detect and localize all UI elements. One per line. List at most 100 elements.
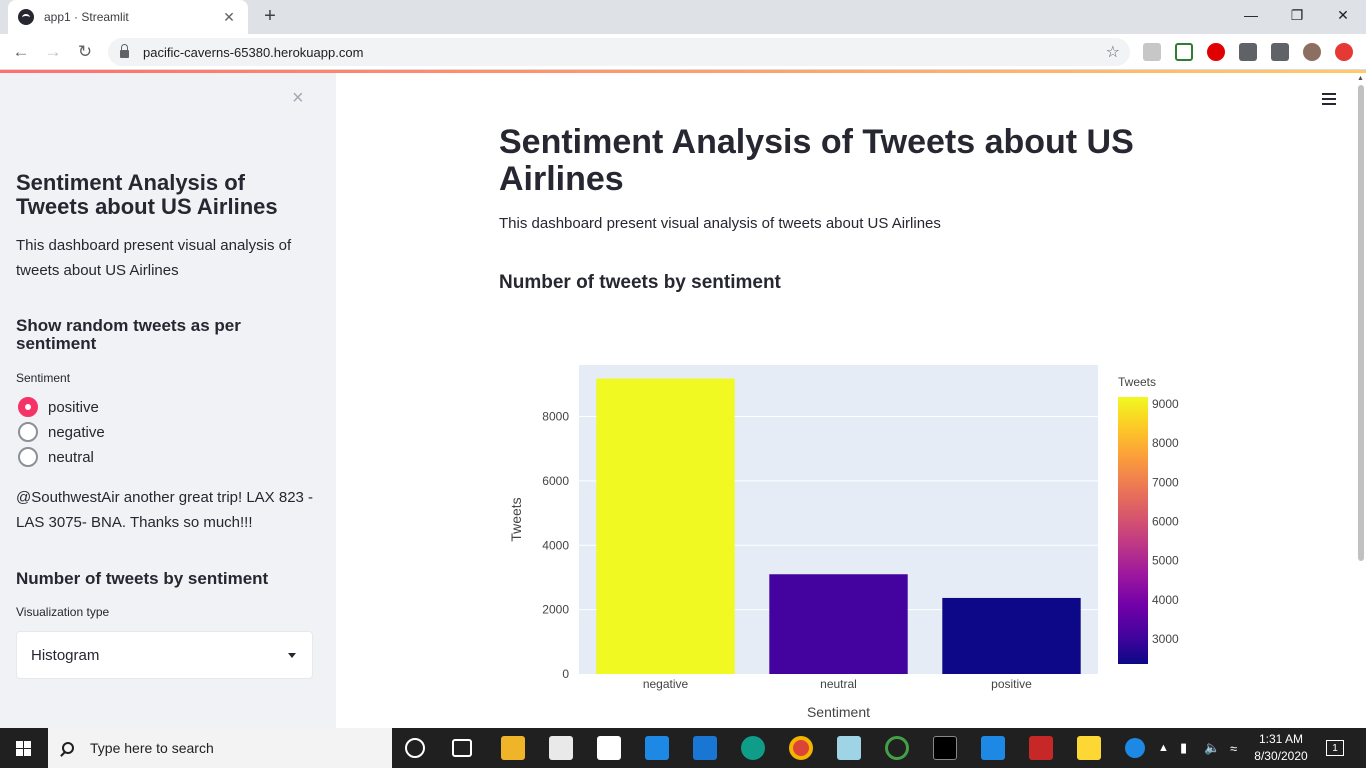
tray-chevron-up-icon[interactable]: ▲ — [1158, 742, 1169, 754]
radio-label: negative — [48, 423, 105, 441]
colorbar-tick-label: 4000 — [1152, 593, 1179, 607]
help-icon[interactable] — [1125, 738, 1145, 758]
radio-label: positive — [48, 398, 99, 416]
app-icon[interactable] — [837, 736, 861, 760]
lock-icon — [120, 44, 129, 58]
select-value: Histogram — [31, 646, 100, 664]
random-tweets-heading: Show random tweets as per sentiment — [16, 316, 241, 353]
mcafee-icon[interactable] — [1029, 736, 1053, 760]
visualization-type-label: Visualization type — [16, 605, 110, 619]
tab-close-icon[interactable]: ✕ — [223, 8, 235, 25]
forward-arrow-icon[interactable]: → — [44, 42, 62, 61]
colorbar-tick-label: 8000 — [1152, 436, 1179, 450]
x-tick-label: negative — [643, 677, 689, 691]
random-tweet-text: @SouthwestAir another great trip! LAX 82… — [16, 489, 314, 531]
sidebar-title: Sentiment Analysis of Tweets about US Ai… — [16, 170, 278, 219]
back-arrow-icon[interactable]: ← — [12, 42, 30, 61]
extension-icon[interactable] — [1207, 43, 1225, 61]
radio-label: neutral — [48, 448, 94, 466]
bookmark-star-icon[interactable]: ☆ — [1105, 44, 1120, 61]
update-icon[interactable] — [1335, 43, 1353, 61]
window-restore-button[interactable]: ❐ — [1290, 6, 1304, 23]
chrome-icon[interactable] — [789, 736, 813, 760]
colorbar-tick-label: 3000 — [1152, 632, 1179, 646]
y-axis-label: Tweets — [508, 497, 524, 541]
address-bar[interactable]: pacific-caverns-65380.herokuapp.com ☆ — [108, 38, 1130, 66]
sentiment-bar-chart[interactable]: 0 2000 4000 6000 8000 negative neutral positiv… — [499, 348, 1199, 718]
browser-tab[interactable]: app1 · Streamlit ✕ — [8, 0, 248, 34]
taskbar-clock[interactable]: 1:31 AM 8/30/2020 — [1248, 731, 1314, 765]
vscode-icon[interactable] — [981, 736, 1005, 760]
windows-taskbar: Type here to search ▲ ▮ 🔈 ≈ 1:31 AM 8/30… — [0, 728, 1366, 768]
window-close-button[interactable]: ✕ — [1337, 6, 1349, 23]
wifi-icon[interactable]: ≈ — [1230, 740, 1238, 756]
search-icon — [62, 742, 74, 754]
y-tick-label: 2000 — [542, 603, 569, 617]
colorbar-tick-label: 5000 — [1152, 554, 1179, 568]
streamlit-decoration-bar — [0, 70, 1366, 73]
visualization-type-select[interactable]: Histogram — [16, 631, 313, 679]
colorbar-tick-label: 9000 — [1152, 397, 1179, 411]
bar-negative — [596, 378, 735, 674]
chevron-down-icon — [288, 653, 296, 658]
extension-icon[interactable] — [1175, 43, 1193, 61]
edge-icon[interactable] — [741, 736, 765, 760]
terminal-icon[interactable] — [933, 736, 957, 760]
window-minimize-button[interactable]: — — [1244, 7, 1258, 23]
chart-heading: Number of tweets by sentiment — [499, 272, 781, 293]
browser-tab-bar: app1 · Streamlit ✕ + — ❐ ✕ — [0, 0, 1366, 34]
taskbar-search-box[interactable]: Type here to search — [48, 728, 392, 768]
radio-negative[interactable]: negative — [18, 422, 105, 442]
volume-icon[interactable]: 🔈 — [1204, 740, 1221, 755]
clock-date: 8/30/2020 — [1254, 749, 1308, 763]
clock-time: 1:31 AM — [1258, 732, 1304, 746]
windows-start-icon[interactable] — [16, 741, 32, 756]
scrollbar-thumb[interactable] — [1358, 85, 1364, 561]
media-queue-icon[interactable] — [1271, 43, 1289, 61]
radio-neutral[interactable]: neutral — [18, 447, 94, 467]
bar-neutral — [769, 574, 908, 674]
cortana-icon[interactable] — [405, 738, 425, 758]
colorbar-tick-label: 6000 — [1152, 515, 1179, 529]
radio-unselected-icon — [18, 447, 38, 467]
taskbar-search-placeholder: Type here to search — [90, 740, 214, 756]
bar-positive — [942, 597, 1081, 674]
profile-avatar[interactable] — [1303, 43, 1321, 61]
sticky-notes-icon[interactable] — [1077, 736, 1101, 760]
dropbox-icon[interactable] — [597, 736, 621, 760]
sentiment-label: Sentiment — [16, 371, 71, 385]
streamlit-favicon-icon — [18, 9, 34, 25]
radio-positive[interactable]: positive — [18, 397, 99, 417]
battery-icon[interactable]: ▮ — [1180, 740, 1188, 755]
app-icon[interactable] — [885, 736, 909, 760]
notification-center-icon[interactable]: 1 — [1326, 740, 1344, 756]
new-tab-button[interactable]: + — [264, 5, 276, 27]
page-description: This dashboard present visual analysis o… — [499, 215, 941, 232]
y-tick-label: 8000 — [542, 410, 569, 424]
file-explorer-icon[interactable] — [501, 736, 525, 760]
task-view-icon[interactable] — [452, 739, 472, 757]
browser-toolbar: ← → ↻ pacific-caverns-65380.herokuapp.co… — [0, 34, 1366, 70]
colorbar-tick-label: 7000 — [1152, 475, 1179, 489]
tweet-count-heading: Number of tweets by sentiment — [16, 569, 269, 588]
puzzle-extensions-icon[interactable] — [1239, 43, 1257, 61]
store-icon[interactable] — [549, 736, 573, 760]
sidebar: × Sentiment Analysis of Tweets about US … — [0, 73, 336, 728]
extension-icon[interactable] — [1143, 43, 1161, 61]
mail-icon[interactable] — [693, 736, 717, 760]
y-tick-label: 0 — [562, 667, 569, 681]
sidebar-description: This dashboard present visual analysis o… — [16, 237, 292, 279]
reload-icon[interactable]: ↻ — [77, 42, 93, 61]
url-text: pacific-caverns-65380.herokuapp.com — [143, 44, 364, 60]
scroll-up-arrow-icon[interactable]: ▲ — [1357, 75, 1364, 82]
hamburger-menu-icon[interactable] — [1322, 93, 1336, 105]
y-tick-label: 6000 — [542, 474, 569, 488]
x-axis-label: Sentiment — [807, 704, 870, 718]
x-tick-label: positive — [991, 677, 1032, 691]
radio-unselected-icon — [18, 422, 38, 442]
x-tick-label: neutral — [820, 677, 857, 691]
sidebar-close-icon[interactable]: × — [292, 87, 304, 109]
radio-selected-icon — [18, 397, 38, 417]
app-icon[interactable] — [645, 736, 669, 760]
page-title: Sentiment Analysis of Tweets about US Ai… — [499, 123, 1134, 198]
